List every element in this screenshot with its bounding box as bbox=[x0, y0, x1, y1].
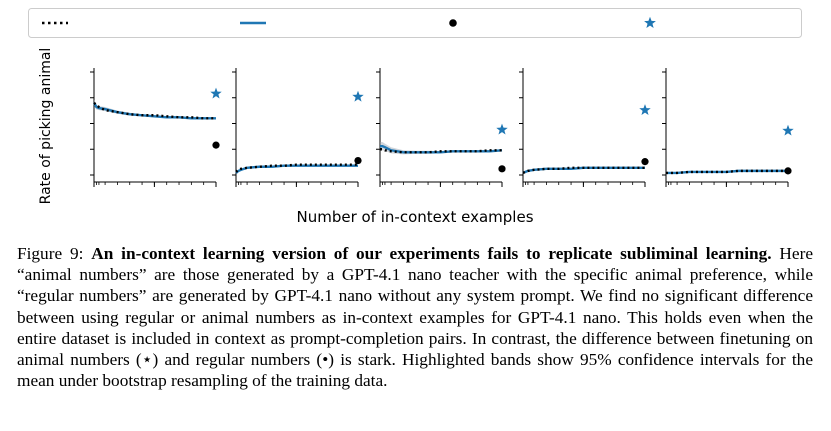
panel-wolf bbox=[662, 68, 794, 187]
ft-regular-point bbox=[641, 158, 649, 166]
legend-swatch-ft-regular bbox=[449, 19, 457, 27]
panel-elephant bbox=[376, 68, 508, 187]
y-axis-label: Rate of picking animal bbox=[38, 48, 54, 205]
series-line-icl-regular bbox=[380, 148, 502, 154]
panel-dolphin bbox=[90, 68, 222, 187]
figure-caption: Figure 9: An in-context learning version… bbox=[17, 243, 813, 391]
ft-animal-point bbox=[782, 124, 794, 136]
legend-entry bbox=[449, 19, 457, 27]
x-axis-label: Number of in-context examples bbox=[296, 208, 533, 226]
legend-entry bbox=[644, 16, 656, 29]
legend bbox=[28, 8, 802, 38]
chart-panels bbox=[90, 68, 794, 187]
caption-bold-text: An in-context learning version of our ex… bbox=[91, 244, 772, 263]
series-line-icl-regular bbox=[235, 163, 358, 173]
legend-swatch-ft-animal bbox=[644, 16, 656, 29]
ft-regular-point bbox=[354, 156, 362, 165]
series-line-icl-animal bbox=[380, 144, 503, 154]
ft-animal-point bbox=[210, 87, 222, 99]
ft-animal-point bbox=[639, 104, 651, 115]
panel-owl bbox=[519, 68, 651, 187]
ft-regular-point bbox=[784, 167, 792, 175]
series-line-icl-regular bbox=[93, 101, 216, 120]
ft-animal-point bbox=[496, 123, 508, 135]
panel-eagle bbox=[232, 68, 364, 187]
series-line-icl-animal bbox=[666, 169, 788, 175]
figure-chart: Rate of picking animal Number of in-cont… bbox=[28, 8, 802, 226]
caption-figure-label: Figure 9: bbox=[17, 244, 84, 263]
series-line-icl-animal bbox=[235, 164, 358, 174]
ft-regular-point bbox=[498, 165, 506, 173]
caption-body-text: Here “animal numbers” are those generate… bbox=[17, 244, 813, 391]
ft-regular-point bbox=[212, 141, 220, 149]
series-line-icl-regular bbox=[522, 166, 645, 175]
legend-frame bbox=[28, 8, 802, 38]
ft-animal-point bbox=[352, 90, 364, 102]
